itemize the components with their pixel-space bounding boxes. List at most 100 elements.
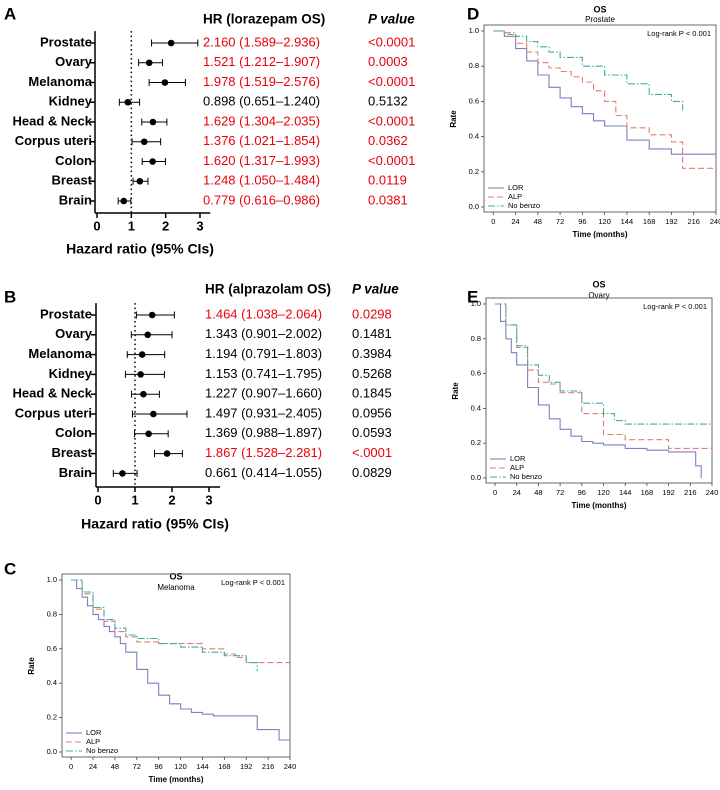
x-tick-label: 48 bbox=[534, 488, 542, 497]
hr-point bbox=[124, 98, 132, 106]
hr-label: 1.629 (1.304–2.035) bbox=[203, 113, 320, 128]
panel-letter: A bbox=[4, 4, 16, 23]
p-value: 0.3984 bbox=[352, 346, 392, 361]
hr-label: 2.160 (1.589–2.936) bbox=[203, 34, 320, 49]
x-tick-label: 144 bbox=[621, 217, 634, 226]
y-tick-label: 0.6 bbox=[471, 369, 481, 378]
hr-point bbox=[150, 410, 157, 418]
chart-title: OS bbox=[593, 4, 606, 14]
p-value: <0.0001 bbox=[368, 34, 415, 49]
hr-label: 1.227 (0.907–1.660) bbox=[205, 386, 322, 401]
x-tick-label: 120 bbox=[598, 217, 611, 226]
chart-title: OS bbox=[592, 279, 605, 289]
hr-point bbox=[145, 59, 153, 67]
x-tick-label: 48 bbox=[111, 762, 119, 771]
chart-subtitle: Ovary bbox=[588, 291, 609, 300]
x-tick-label: 240 bbox=[706, 488, 719, 497]
chart-subtitle: Prostate bbox=[585, 15, 615, 24]
category-label: Corpus uteri bbox=[15, 405, 92, 420]
y-tick-label: 0.4 bbox=[469, 132, 479, 141]
x-axis-label: Time (months) bbox=[572, 501, 627, 510]
p-value: 0.0829 bbox=[352, 465, 392, 480]
x-tick-label: 24 bbox=[513, 488, 521, 497]
chart-title: OS bbox=[169, 571, 182, 581]
annotation: Log-rank P < 0.001 bbox=[643, 302, 707, 311]
hr-label: 1.343 (0.901–2.002) bbox=[205, 326, 322, 341]
p-value: 0.0362 bbox=[368, 133, 408, 148]
x-tick-label: 0 bbox=[93, 218, 100, 233]
chart-subtitle: Melanoma bbox=[157, 583, 195, 592]
x-tick-label: 144 bbox=[196, 762, 209, 771]
p-value: 0.0298 bbox=[352, 306, 392, 321]
p-value: <0.0001 bbox=[368, 113, 415, 128]
panel-letter: D bbox=[467, 4, 479, 23]
p-value: 0.0119 bbox=[368, 173, 407, 188]
survival-curve bbox=[71, 579, 258, 672]
hr-point bbox=[144, 331, 151, 339]
hr-label: 1.248 (1.050–1.484) bbox=[203, 173, 320, 188]
category-label: Ovary bbox=[55, 326, 93, 341]
hr-point bbox=[149, 158, 156, 165]
y-tick-label: 1.0 bbox=[47, 575, 57, 584]
x-tick-label: 96 bbox=[578, 488, 586, 497]
plot-frame bbox=[61, 573, 291, 758]
category-label: Brain bbox=[59, 192, 92, 207]
annotation: Log-rank P < 0.001 bbox=[221, 578, 285, 587]
hr-label: 1.153 (0.741–1.795) bbox=[205, 366, 322, 381]
y-tick-label: 0.6 bbox=[47, 644, 57, 653]
x-tick-label: 168 bbox=[641, 488, 654, 497]
legend-label: ALP bbox=[510, 463, 524, 472]
column-header: HR (lorazepam OS) bbox=[203, 12, 325, 27]
legend-label: LOR bbox=[510, 454, 526, 463]
category-label: Corpus uteri bbox=[15, 133, 92, 148]
y-axis-label: Rate bbox=[449, 110, 458, 128]
x-tick-label: 216 bbox=[262, 762, 275, 771]
x-tick-label: 96 bbox=[155, 762, 163, 771]
x-tick-label: 72 bbox=[133, 762, 141, 771]
x-tick-label: 192 bbox=[662, 488, 675, 497]
hr-label: 1.521 (1.212–1.907) bbox=[203, 54, 320, 69]
category-label: Prostate bbox=[40, 34, 92, 49]
hr-point bbox=[163, 450, 171, 457]
y-tick-label: 0.4 bbox=[471, 403, 481, 412]
hr-point bbox=[137, 371, 144, 378]
category-label: Head & Neck bbox=[13, 386, 93, 401]
y-tick-label: 0.4 bbox=[47, 678, 57, 687]
survival-curve bbox=[495, 303, 712, 425]
x-tick-label: 24 bbox=[89, 762, 97, 771]
x-tick-label: 192 bbox=[665, 217, 678, 226]
x-tick-label: 0 bbox=[493, 488, 497, 497]
x-tick-label: 48 bbox=[534, 217, 542, 226]
x-tick-label: 1 bbox=[128, 218, 135, 233]
x-axis-label: Time (months) bbox=[149, 775, 204, 784]
hr-point bbox=[149, 118, 157, 126]
y-tick-label: 0.2 bbox=[471, 438, 481, 447]
column-header: P value bbox=[368, 12, 415, 27]
category-label: Breast bbox=[52, 173, 93, 188]
p-value: <0.0001 bbox=[368, 153, 415, 168]
x-tick-label: 168 bbox=[218, 762, 231, 771]
x-tick-label: 216 bbox=[684, 488, 697, 497]
x-tick-label: 120 bbox=[174, 762, 187, 771]
panel-letter: E bbox=[467, 287, 478, 306]
hr-label: 1.194 (0.791–1.803) bbox=[205, 346, 322, 361]
y-tick-label: 0.8 bbox=[471, 334, 481, 343]
p-value: 0.1481 bbox=[352, 326, 392, 341]
y-axis-label: Rate bbox=[27, 657, 36, 675]
y-tick-label: 1.0 bbox=[469, 26, 479, 35]
p-value: 0.5268 bbox=[352, 366, 392, 381]
y-tick-label: 0.6 bbox=[469, 96, 479, 105]
x-tick-label: 96 bbox=[578, 217, 586, 226]
x-tick-label: 72 bbox=[556, 488, 564, 497]
hr-label: 0.779 (0.616–0.986) bbox=[203, 192, 320, 207]
category-label: Kidney bbox=[49, 94, 93, 109]
legend-label: No benzo bbox=[508, 201, 540, 210]
hr-label: 1.464 (1.038–2.064) bbox=[205, 306, 322, 321]
y-tick-label: 0.8 bbox=[469, 61, 479, 70]
hr-label: 1.620 (1.317–1.993) bbox=[203, 153, 320, 168]
y-tick-label: 0.0 bbox=[469, 202, 479, 211]
x-tick-label: 192 bbox=[240, 762, 253, 771]
p-value: 0.0956 bbox=[352, 405, 392, 420]
hr-label: 0.898 (0.651–1.240) bbox=[203, 94, 320, 109]
x-tick-label: 0 bbox=[94, 492, 101, 507]
